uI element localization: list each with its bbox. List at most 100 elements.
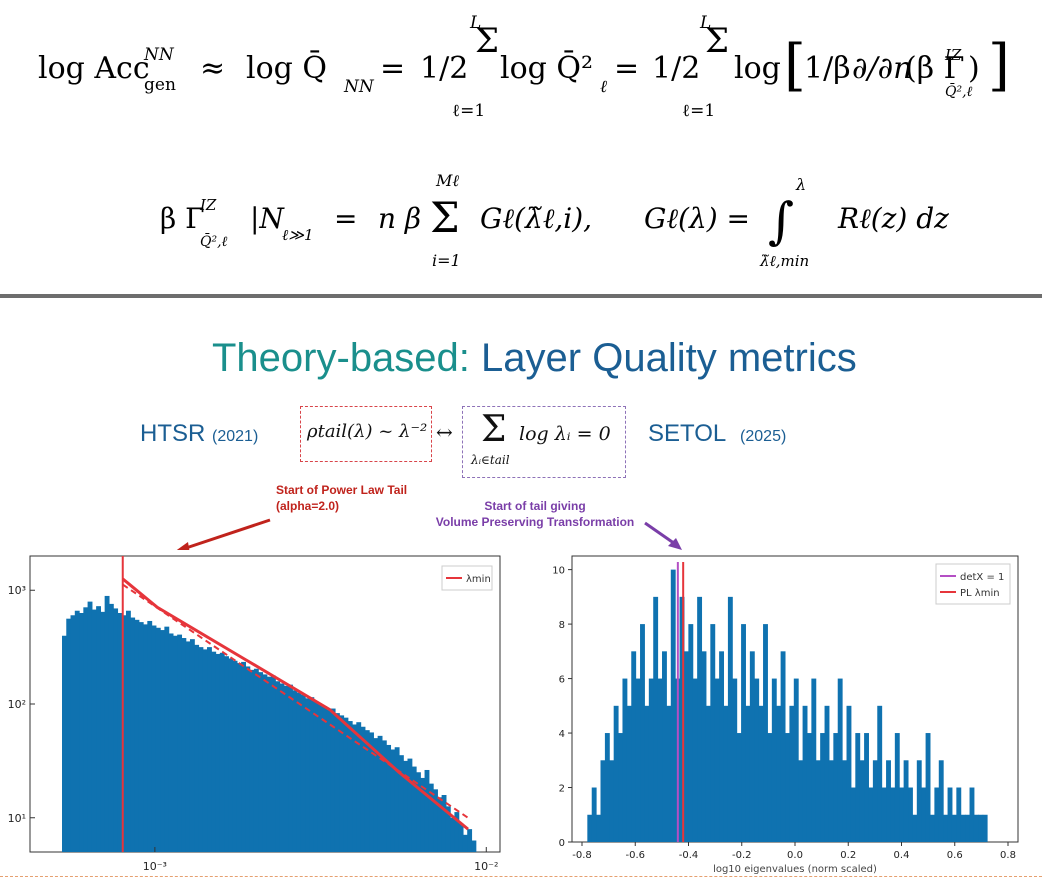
htsr-histogram-bar (407, 758, 413, 852)
htsr-histogram-bar (134, 619, 140, 852)
setol-histogram-bar (820, 733, 826, 842)
annotation-left-line1: Start of Power Law Tail (276, 483, 408, 497)
annotation-right-line2: Volume Preserving Transformation (435, 515, 635, 529)
htsr-histogram-bar (215, 653, 221, 852)
setol-histogram-bar (859, 760, 865, 842)
htsr-histogram-bar (420, 777, 426, 852)
setol-ytick-label: 10 (552, 566, 565, 577)
htsr-histogram-bar (70, 615, 76, 852)
htsr-histogram-bar (305, 698, 310, 852)
htsr-histogram-bar (369, 732, 374, 852)
eq1-term2: log Q̄² (500, 50, 593, 86)
eq1-sum-lower-2: ℓ=1 (682, 101, 715, 121)
setol-histogram-bar (965, 814, 971, 842)
htsr-histogram-bar (288, 684, 293, 852)
setol-histogram-bar (736, 733, 742, 842)
htsr-histogram-bar (164, 626, 170, 852)
setol-ytick-label: 4 (559, 729, 565, 740)
setol-histogram-bar (894, 733, 900, 842)
eq1-eq2: = (614, 51, 639, 86)
setol-histogram-bar (749, 651, 755, 842)
htsr-xtick-label: 10⁻² (474, 860, 498, 873)
htsr-histogram-bar (245, 666, 251, 852)
setol-histogram-bar (692, 678, 698, 842)
setol-histogram-bar (653, 596, 659, 842)
annotation-left-line2: (alpha=2.0) (276, 499, 340, 513)
eq1-term1-sub: NN (343, 77, 375, 97)
setol-histogram-bar (802, 705, 808, 842)
htsr-histogram-bar (296, 692, 302, 852)
htsr-histogram-bar (138, 622, 144, 852)
setol-histogram-bar (868, 787, 874, 842)
setol-histogram-bar (754, 678, 760, 842)
htsr-histogram-bar (428, 783, 434, 852)
setol-xtick-label: 0.8 (1000, 850, 1016, 861)
htsr-histogram-bar (450, 817, 456, 852)
eq2-lhs-sup: IZ (199, 196, 217, 214)
htsr-histogram-bar (334, 713, 340, 852)
htsr-histogram-bar (185, 641, 191, 852)
htsr-histogram-bar (62, 635, 67, 852)
setol-xtick-label: -0.6 (625, 850, 645, 861)
setol-histogram-bar (938, 760, 944, 842)
setol-label: SETOL (648, 420, 726, 447)
setol-histogram-bar (877, 705, 883, 842)
htsr-xtick-label: 10⁻³ (143, 860, 167, 873)
setol-xtick-label: 0.2 (840, 850, 856, 861)
setol-histogram-bar (943, 814, 949, 842)
eq1-lhs: log Acc (38, 51, 150, 86)
htsr-histogram-bar (386, 744, 392, 852)
setol-histogram-bar (771, 678, 777, 842)
setol-xaxis-label: log10 eigenvalues (norm scaled) (713, 864, 877, 875)
htsr-histogram-bar (381, 740, 387, 852)
eq1-sum-sign-2: Σ (705, 21, 729, 61)
setol-histogram-bar (881, 787, 887, 842)
eq2-eq: = (334, 202, 357, 235)
equation-1: log Acc NN gen ≈ log Q̄ NN = 1/2 Σ L ℓ=1… (38, 13, 1010, 121)
htsr-histogram-bar (330, 708, 336, 852)
eq2-rhs: n β (378, 202, 421, 235)
htsr-histogram-bar (236, 663, 242, 852)
slide-title: Theory-based: Layer Quality metrics (212, 336, 857, 381)
setol-chart-svg: -0.8 -0.6 -0.4 -0.2 0.0 0.2 0.4 0.6 0.8 0 2 4 6 8 10 lo… (552, 555, 1019, 875)
setol-histogram-bar (890, 787, 896, 842)
htsr-histogram-bar (326, 709, 332, 852)
setol-histogram-bar (705, 705, 711, 842)
eq1-term3-gamma: (β Γ (905, 51, 964, 86)
setol-histogram-bar (763, 624, 768, 842)
htsr-formula: ρtail(λ) ~ λ⁻² (307, 421, 428, 442)
htsr-histogram-bar (352, 724, 357, 852)
slide-bottom-border (0, 876, 1042, 877)
eq2-int-lower: λ̃ℓ,min (759, 252, 809, 270)
htsr-histogram-bar (266, 676, 272, 852)
setol-histogram-bar (776, 705, 782, 842)
htsr-fit-solid-line (121, 577, 469, 831)
eq1-term2-sub: ℓ (600, 77, 607, 97)
htsr-histogram-bar (224, 656, 229, 852)
htsr-histogram-bar (398, 755, 404, 852)
setol-histogram-bar (864, 733, 869, 842)
setol-histogram-bar (670, 569, 676, 842)
annotation-right: Start of tail giving Volume Preserving T… (390, 498, 680, 530)
htsr-histogram-bar (433, 789, 438, 852)
equations-panel: log Acc NN gen ≈ log Q̄ NN = 1/2 Σ L ℓ=1… (0, 0, 1042, 295)
setol-sum-sign: Σ (481, 409, 507, 450)
setol-histogram-bar (591, 787, 597, 842)
eq2-cond-sub: ℓ≫1 (282, 226, 314, 244)
htsr-histogram-bar (87, 601, 93, 852)
setol-histogram-bar (912, 814, 918, 842)
setol-histogram-bar (837, 678, 843, 842)
setol-histogram-bar (903, 760, 909, 842)
setol-histogram-bar (613, 705, 619, 842)
setol-year: (2025) (740, 428, 787, 445)
htsr-histogram-bar (300, 694, 306, 852)
htsr-histogram-bar (202, 649, 208, 852)
setol-histogram-bar (908, 787, 913, 842)
htsr-histogram-bar (339, 715, 345, 852)
htsr-histogram-bar (322, 706, 328, 852)
eq1-lhs-sup: NN (143, 45, 175, 65)
setol-histogram-bar (811, 678, 817, 842)
setol-histogram-bar (723, 705, 729, 842)
htsr-histogram-bar (309, 697, 315, 852)
htsr-histogram-bar (347, 721, 353, 852)
